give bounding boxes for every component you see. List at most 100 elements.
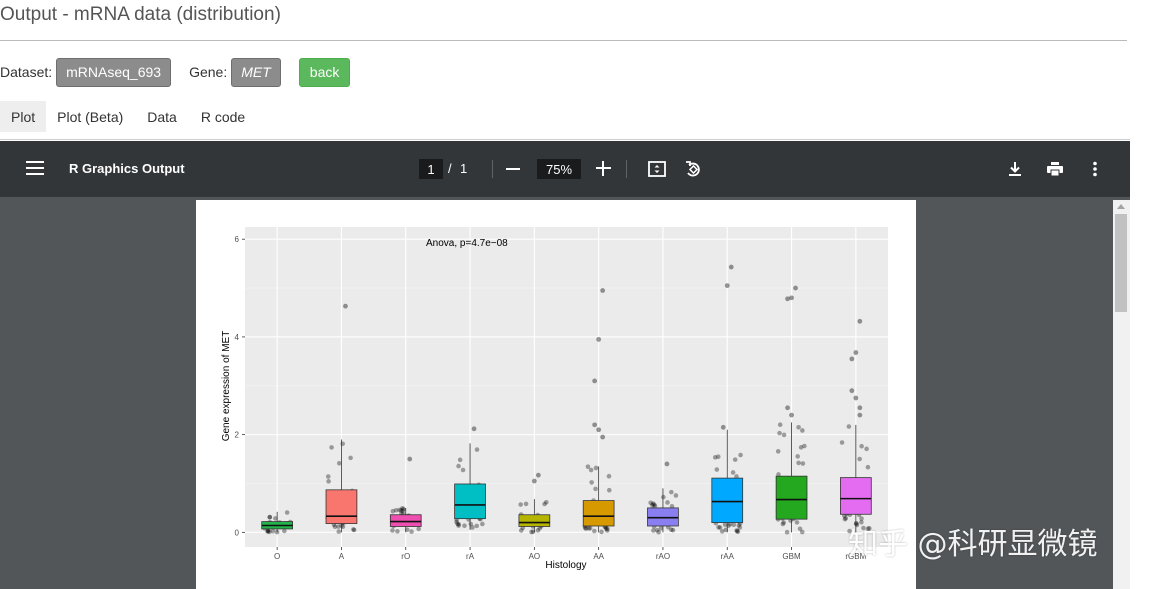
watermark-text: 知乎 @科研显微镜 bbox=[848, 527, 1098, 562]
jitter-point-rAA bbox=[719, 529, 725, 534]
more-vert-icon[interactable] bbox=[1085, 159, 1105, 179]
jitter-point-rA bbox=[474, 523, 480, 529]
jitter-point-AA bbox=[589, 480, 594, 485]
jitter-point-rGBM bbox=[859, 516, 864, 521]
box-rAA bbox=[711, 477, 744, 523]
jitter-point-AA bbox=[586, 526, 592, 531]
jitter-point-rGBM bbox=[867, 526, 872, 531]
scroll-up-arrow-icon[interactable] bbox=[1117, 204, 1125, 209]
jitter-point-rA bbox=[456, 463, 461, 469]
jitter-point-AA bbox=[592, 528, 597, 534]
jitter-point-rGBM bbox=[859, 519, 864, 525]
outlier-point-GBM bbox=[789, 295, 794, 301]
download-icon[interactable] bbox=[1005, 159, 1025, 179]
outlier-point-AA bbox=[600, 434, 606, 440]
dataset-label: Dataset: bbox=[0, 64, 53, 80]
print-icon[interactable] bbox=[1045, 159, 1065, 179]
jitter-point-rA bbox=[456, 522, 462, 527]
tabs-divider bbox=[0, 139, 1130, 140]
jitter-point-AO bbox=[523, 501, 529, 507]
zoom-out-icon[interactable] bbox=[506, 168, 520, 170]
jitter-point-rAO bbox=[656, 529, 661, 535]
y-axis-title: Gene expression of MET bbox=[221, 331, 232, 442]
jitter-point-rA bbox=[474, 447, 480, 452]
jitter-point-GBM bbox=[780, 521, 786, 527]
menu-icon[interactable] bbox=[26, 161, 44, 175]
x-tick-label-AO: AO bbox=[529, 552, 541, 561]
box-rA bbox=[454, 483, 486, 520]
jitter-point-GBM bbox=[797, 526, 803, 532]
fit-page-icon[interactable] bbox=[647, 159, 667, 179]
scrollbar[interactable] bbox=[1113, 200, 1130, 589]
tab-r-code[interactable]: R code bbox=[200, 108, 246, 125]
jitter-point-rO bbox=[416, 526, 421, 532]
zoom-in-icon[interactable] bbox=[596, 161, 611, 176]
jitter-point-AO bbox=[518, 528, 524, 533]
jitter-point-AO bbox=[529, 529, 534, 535]
back-button[interactable]: back bbox=[298, 57, 351, 87]
jitter-point-A bbox=[336, 529, 342, 534]
jitter-point-rGBM bbox=[842, 516, 848, 522]
page-title: Output - mRNA data (distribution) bbox=[0, 4, 281, 25]
box-AO bbox=[518, 514, 551, 527]
jitter-point-A bbox=[351, 527, 357, 533]
gene-label: Gene: bbox=[189, 64, 228, 80]
jitter-point-rO bbox=[400, 508, 406, 513]
dataset-select[interactable]: mRNAseq_693 bbox=[56, 57, 172, 87]
scrollbar-thumb[interactable] bbox=[1115, 214, 1127, 312]
y-tick-label: 4 bbox=[235, 333, 240, 342]
jitter-point-rGBM bbox=[843, 515, 849, 521]
jitter-point-rA bbox=[454, 519, 459, 525]
outlier-point-rAA bbox=[728, 264, 734, 270]
jitter-point-rAO bbox=[650, 502, 655, 508]
outlier-point-rAA bbox=[724, 283, 730, 289]
jitter-point-AA bbox=[587, 525, 593, 531]
y-tick-label: 0 bbox=[235, 528, 240, 537]
page-number-input[interactable]: 1 bbox=[419, 159, 443, 179]
tab-data[interactable]: Data bbox=[147, 108, 177, 125]
jitter-point-rA bbox=[456, 523, 461, 528]
jitter-point-rAA bbox=[712, 455, 718, 460]
x-tick-label-O: O bbox=[274, 552, 280, 561]
jitter-point-AO bbox=[518, 502, 523, 507]
jitter-point-O bbox=[273, 516, 278, 521]
anova-annotation: Anova, p=4.7e−08 bbox=[426, 238, 508, 249]
jitter-point-O bbox=[282, 528, 287, 534]
jitter-point-rGBM bbox=[861, 525, 866, 531]
y-tick-label: 6 bbox=[235, 235, 240, 244]
jitter-point-rAO bbox=[652, 503, 658, 509]
pdf-toolbar: R Graphics Output 1 / 1 75% bbox=[0, 141, 1130, 197]
jitter-point-GBM bbox=[784, 529, 790, 535]
jitter-point-rAO bbox=[670, 527, 676, 533]
jitter-point-rA bbox=[460, 467, 466, 473]
rotate-icon[interactable] bbox=[683, 159, 703, 179]
jitter-point-GBM bbox=[799, 529, 805, 535]
zoom-level-input[interactable]: 75% bbox=[537, 159, 581, 179]
jitter-point-AA bbox=[588, 467, 594, 473]
jitter-point-O bbox=[265, 528, 271, 533]
tab-plot[interactable]: Plot bbox=[0, 101, 47, 132]
jitter-point-A bbox=[326, 479, 331, 484]
jitter-point-AA bbox=[593, 486, 598, 492]
outlier-point-GBM bbox=[785, 296, 790, 302]
outlier-point-AA bbox=[600, 288, 606, 293]
outlier-point-GBM bbox=[789, 412, 794, 418]
jitter-point-rO bbox=[395, 529, 400, 534]
outlier-point-GBM bbox=[785, 405, 790, 411]
jitter-point-rGBM bbox=[847, 528, 852, 534]
jitter-point-AA bbox=[606, 473, 612, 479]
tab-plot-beta[interactable]: Plot (Beta) bbox=[57, 108, 124, 125]
jitter-point-rO bbox=[397, 507, 402, 513]
jitter-point-rAO bbox=[648, 500, 653, 506]
x-tick-label-A: A bbox=[339, 552, 345, 561]
jitter-point-A bbox=[329, 445, 334, 450]
jitter-point-rAO bbox=[651, 502, 657, 507]
gene-select[interactable]: MET bbox=[231, 57, 281, 87]
jitter-point-rA bbox=[457, 457, 463, 463]
jitter-point-rAA bbox=[734, 474, 739, 479]
jitter-point-rAA bbox=[716, 524, 721, 530]
jitter-point-rAO bbox=[669, 503, 675, 509]
outlier-point-AO bbox=[531, 478, 537, 484]
jitter-point-rAA bbox=[722, 522, 728, 527]
